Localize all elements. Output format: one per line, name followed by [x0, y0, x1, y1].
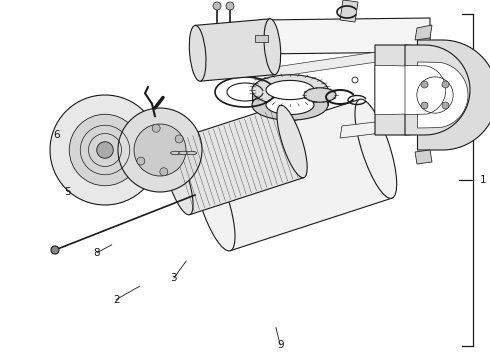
Ellipse shape	[266, 95, 314, 114]
Circle shape	[226, 2, 234, 10]
Ellipse shape	[160, 168, 168, 176]
Polygon shape	[417, 62, 468, 128]
Text: 2: 2	[113, 294, 120, 305]
Circle shape	[352, 77, 358, 83]
Polygon shape	[195, 19, 275, 81]
Ellipse shape	[134, 124, 186, 176]
Text: 5: 5	[64, 186, 71, 197]
Polygon shape	[166, 105, 304, 215]
Ellipse shape	[421, 81, 428, 88]
Polygon shape	[252, 90, 328, 105]
Ellipse shape	[163, 142, 193, 215]
Polygon shape	[340, 120, 392, 138]
Circle shape	[213, 2, 221, 10]
Text: 3: 3	[171, 273, 177, 283]
Circle shape	[51, 246, 59, 254]
Ellipse shape	[252, 90, 328, 120]
Ellipse shape	[187, 151, 196, 155]
Polygon shape	[375, 45, 450, 135]
Polygon shape	[255, 50, 390, 80]
Ellipse shape	[193, 152, 235, 251]
Ellipse shape	[252, 75, 328, 105]
Ellipse shape	[137, 157, 145, 165]
Ellipse shape	[355, 99, 397, 198]
Ellipse shape	[266, 80, 314, 100]
Ellipse shape	[50, 95, 160, 205]
Polygon shape	[405, 65, 446, 115]
Polygon shape	[415, 25, 432, 40]
Ellipse shape	[442, 81, 449, 88]
Ellipse shape	[421, 102, 428, 109]
Text: 7: 7	[265, 158, 272, 168]
Circle shape	[97, 142, 113, 158]
Ellipse shape	[175, 135, 183, 143]
Ellipse shape	[152, 124, 160, 132]
Polygon shape	[255, 35, 268, 42]
Polygon shape	[405, 45, 470, 135]
Ellipse shape	[442, 102, 449, 109]
Polygon shape	[375, 65, 424, 115]
Polygon shape	[340, 0, 358, 22]
Text: 4: 4	[152, 145, 159, 156]
Ellipse shape	[264, 19, 281, 75]
Polygon shape	[415, 150, 432, 164]
Text: 6: 6	[53, 130, 60, 140]
Polygon shape	[198, 99, 392, 251]
Ellipse shape	[178, 151, 189, 155]
Ellipse shape	[304, 88, 336, 102]
Ellipse shape	[118, 108, 202, 192]
Ellipse shape	[277, 105, 307, 178]
Text: 1: 1	[480, 175, 487, 185]
Polygon shape	[260, 18, 430, 54]
Text: 9: 9	[277, 340, 284, 350]
Polygon shape	[417, 40, 490, 150]
Ellipse shape	[69, 114, 141, 186]
Ellipse shape	[189, 25, 206, 81]
Text: 8: 8	[94, 248, 100, 258]
Ellipse shape	[171, 151, 181, 155]
